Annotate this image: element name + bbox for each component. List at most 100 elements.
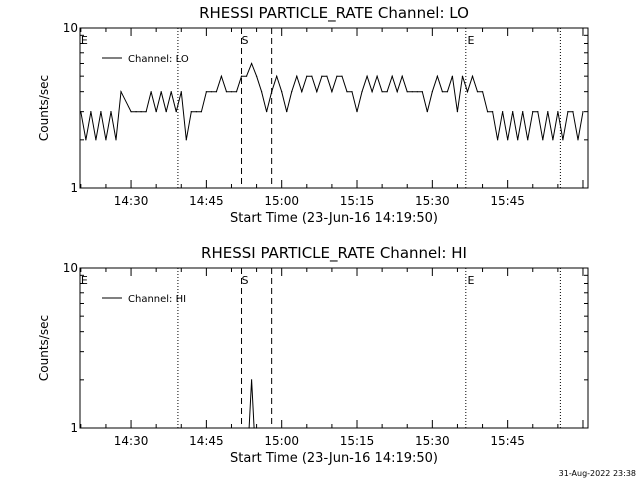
data-point bbox=[180, 91, 182, 93]
x-tick-label: 14:30 bbox=[114, 194, 149, 208]
data-point bbox=[80, 111, 82, 113]
data-point bbox=[255, 427, 258, 429]
x-tick-label: 15:15 bbox=[340, 434, 375, 448]
data-point bbox=[271, 91, 273, 93]
data-point bbox=[431, 91, 433, 93]
data-point bbox=[321, 75, 323, 77]
data-point bbox=[356, 111, 358, 113]
data-point bbox=[331, 91, 333, 93]
data-point bbox=[130, 111, 132, 113]
data-point bbox=[396, 91, 398, 93]
data-point bbox=[401, 75, 403, 77]
data-point bbox=[351, 91, 353, 93]
data-point bbox=[436, 75, 438, 77]
legend-label: Channel: HI bbox=[128, 294, 186, 305]
y-axis-label: Counts/sec bbox=[37, 315, 51, 381]
data-point bbox=[255, 75, 258, 77]
series-line-1 bbox=[248, 379, 257, 429]
data-point bbox=[376, 75, 378, 77]
data-point bbox=[245, 75, 248, 77]
data-point bbox=[316, 91, 318, 93]
data-point bbox=[451, 75, 454, 77]
data-point bbox=[248, 427, 250, 429]
data-point bbox=[461, 75, 464, 77]
data-point bbox=[491, 111, 494, 113]
data-point bbox=[200, 111, 202, 113]
data-point bbox=[466, 91, 469, 93]
annotation-label: S bbox=[242, 34, 249, 47]
data-point bbox=[90, 111, 92, 113]
data-point bbox=[250, 62, 253, 65]
data-point bbox=[240, 75, 243, 77]
data-point bbox=[517, 139, 519, 141]
data-point bbox=[336, 75, 338, 77]
data-point bbox=[306, 75, 308, 77]
data-point bbox=[170, 91, 172, 93]
x-tick-label: 15:15 bbox=[340, 194, 375, 208]
data-point bbox=[205, 91, 207, 93]
data-point bbox=[120, 91, 122, 93]
data-point bbox=[456, 111, 459, 113]
data-point bbox=[486, 111, 489, 113]
annotation-label: S bbox=[242, 274, 249, 287]
plot-frame bbox=[79, 27, 589, 189]
data-point bbox=[542, 139, 544, 141]
data-point bbox=[296, 75, 298, 77]
data-point bbox=[426, 111, 428, 113]
data-point bbox=[185, 139, 187, 141]
data-point bbox=[381, 91, 383, 93]
chart-title: RHESSI PARTICLE_RATE Channel: LO bbox=[199, 4, 469, 23]
data-point bbox=[471, 75, 474, 77]
data-point bbox=[100, 111, 102, 113]
data-point bbox=[115, 139, 117, 141]
x-tick-label: 14:45 bbox=[189, 434, 224, 448]
data-point bbox=[371, 91, 373, 93]
data-point bbox=[253, 427, 255, 429]
data-point bbox=[276, 75, 278, 77]
data-point bbox=[250, 379, 253, 381]
data-point bbox=[421, 91, 423, 93]
x-tick-label: 15:45 bbox=[490, 434, 525, 448]
y-axis-label: Counts/sec bbox=[37, 75, 51, 141]
y-tick-label: 10 bbox=[63, 261, 78, 275]
annotation-label: E bbox=[81, 274, 88, 287]
data-point bbox=[552, 139, 554, 141]
data-point bbox=[175, 111, 177, 113]
data-point bbox=[85, 139, 87, 141]
data-point bbox=[261, 91, 263, 93]
data-point bbox=[346, 91, 348, 93]
chart-title: RHESSI PARTICLE_RATE Channel: HI bbox=[201, 244, 467, 263]
data-point bbox=[416, 91, 418, 93]
x-axis-label: Start Time (23-Jun-16 14:19:50) bbox=[230, 211, 438, 226]
data-point bbox=[326, 75, 328, 77]
data-point bbox=[502, 111, 504, 113]
data-point bbox=[301, 91, 303, 93]
data-point bbox=[95, 139, 97, 141]
x-tick-label: 15:00 bbox=[264, 194, 299, 208]
annotation-label: E bbox=[467, 274, 474, 287]
data-point bbox=[195, 111, 197, 113]
data-point bbox=[497, 139, 499, 141]
data-point bbox=[215, 91, 218, 93]
x-tick-label: 14:30 bbox=[114, 434, 149, 448]
x-tick-label: 15:00 bbox=[264, 434, 299, 448]
data-point bbox=[105, 139, 107, 141]
data-point bbox=[411, 91, 413, 93]
data-point bbox=[190, 111, 192, 113]
series-line-1 bbox=[80, 62, 584, 140]
annotation-label: E bbox=[467, 34, 474, 47]
data-point bbox=[446, 91, 449, 93]
data-point bbox=[150, 91, 152, 93]
data-point bbox=[291, 91, 293, 93]
data-point bbox=[155, 111, 157, 113]
data-point bbox=[476, 91, 479, 93]
data-point bbox=[386, 91, 388, 93]
data-point bbox=[341, 75, 343, 77]
data-point bbox=[567, 111, 569, 113]
chart-panels: RHESSI PARTICLE_RATE Channel: LO 1 10 Count… bbox=[37, 4, 589, 466]
x-axis-label: Start Time (23-Jun-16 14:19:50) bbox=[230, 451, 438, 466]
data-point bbox=[547, 111, 549, 113]
data-point bbox=[557, 111, 559, 113]
data-point bbox=[266, 111, 268, 113]
